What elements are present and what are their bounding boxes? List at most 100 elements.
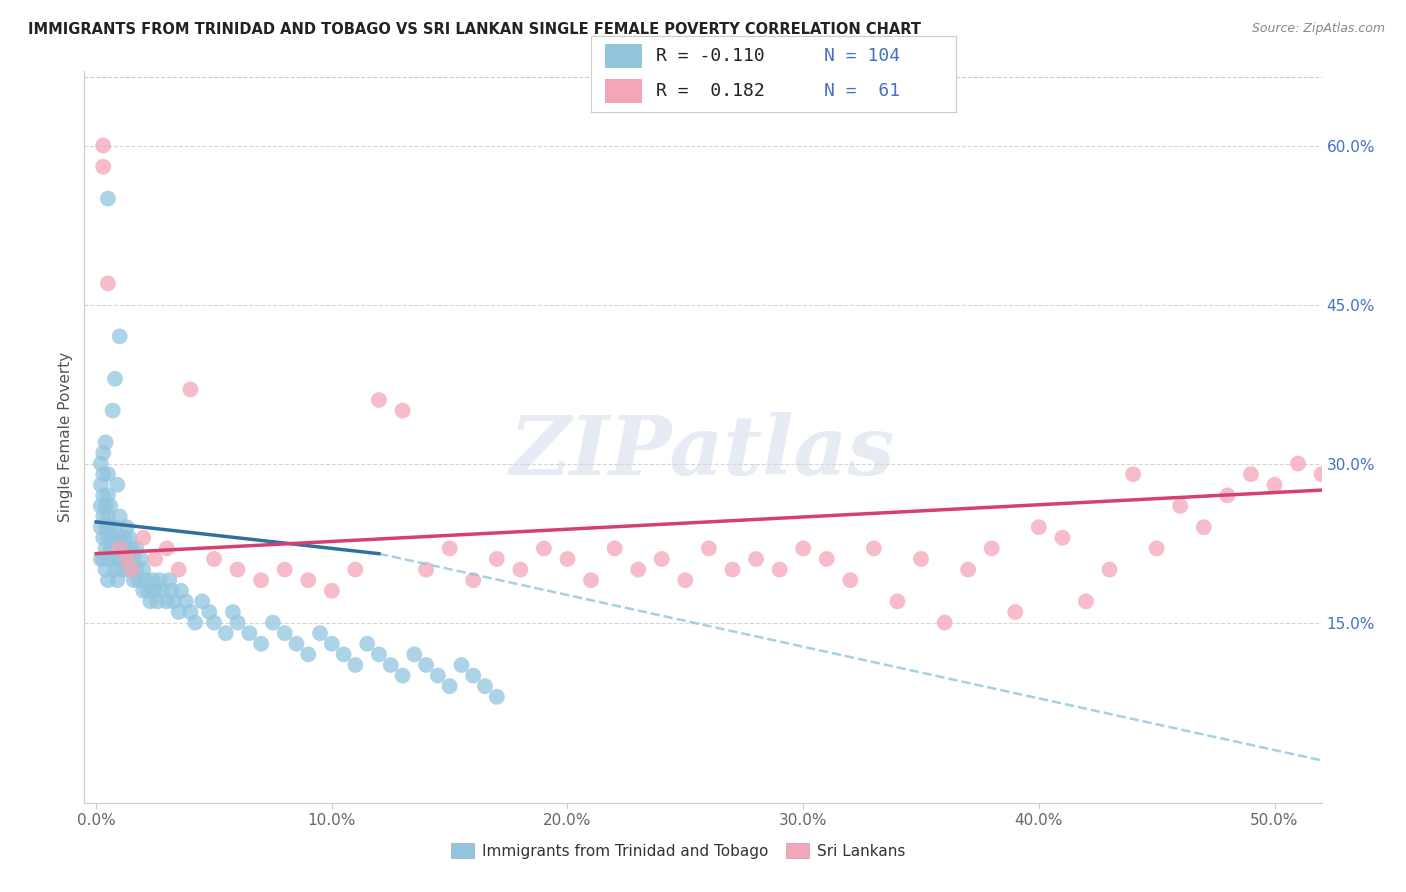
Point — [179, 383, 201, 397]
Point — [297, 573, 319, 587]
Point — [121, 563, 143, 577]
Point — [91, 488, 114, 502]
Point — [104, 563, 127, 577]
Point — [1310, 467, 1333, 482]
Point — [111, 563, 134, 577]
Point — [485, 690, 508, 704]
Point — [90, 552, 112, 566]
Point — [122, 573, 145, 587]
Point — [226, 563, 249, 577]
Point — [112, 531, 135, 545]
Point — [863, 541, 886, 556]
Point — [125, 541, 148, 556]
Point — [108, 329, 131, 343]
Point — [101, 403, 124, 417]
Point — [94, 563, 117, 577]
Point — [94, 435, 117, 450]
Point — [143, 583, 166, 598]
Point — [94, 520, 117, 534]
Point — [1240, 467, 1263, 482]
Point — [651, 552, 673, 566]
Point — [721, 563, 744, 577]
Point — [101, 552, 124, 566]
Point — [91, 160, 114, 174]
Point — [603, 541, 626, 556]
Point — [97, 509, 120, 524]
Point — [135, 573, 157, 587]
Point — [90, 477, 112, 491]
Point — [105, 552, 128, 566]
Point — [415, 563, 437, 577]
Point — [98, 499, 121, 513]
Point — [115, 541, 138, 556]
Point — [262, 615, 284, 630]
Point — [146, 594, 169, 608]
Point — [91, 509, 114, 524]
Point — [143, 552, 166, 566]
Text: IMMIGRANTS FROM TRINIDAD AND TOBAGO VS SRI LANKAN SINGLE FEMALE POVERTY CORRELAT: IMMIGRANTS FROM TRINIDAD AND TOBAGO VS S… — [28, 22, 921, 37]
Point — [697, 541, 720, 556]
Point — [356, 637, 378, 651]
Point — [150, 583, 173, 598]
Point — [557, 552, 579, 566]
Point — [321, 637, 343, 651]
Point — [91, 446, 114, 460]
Point — [97, 531, 120, 545]
Point — [673, 573, 696, 587]
Point — [156, 541, 179, 556]
Point — [509, 563, 531, 577]
Point — [179, 605, 201, 619]
Point — [1122, 467, 1144, 482]
Point — [115, 552, 138, 566]
Point — [1098, 563, 1121, 577]
Point — [128, 573, 150, 587]
Point — [160, 583, 183, 598]
Point — [215, 626, 238, 640]
Point — [368, 392, 391, 407]
Point — [792, 541, 814, 556]
Point — [910, 552, 932, 566]
Point — [485, 552, 508, 566]
Point — [167, 563, 190, 577]
Point — [98, 541, 121, 556]
Point — [768, 563, 790, 577]
Point — [332, 648, 354, 662]
Point — [839, 573, 862, 587]
Text: N =  61: N = 61 — [824, 82, 901, 100]
Point — [157, 573, 180, 587]
Point — [115, 520, 138, 534]
Point — [202, 615, 225, 630]
Point — [980, 541, 1002, 556]
Point — [104, 520, 127, 534]
Point — [1334, 499, 1357, 513]
Point — [426, 668, 449, 682]
Point — [139, 594, 162, 608]
Point — [309, 626, 332, 640]
Point — [404, 648, 426, 662]
Point — [1052, 531, 1074, 545]
Bar — [605, 78, 641, 103]
Text: Source: ZipAtlas.com: Source: ZipAtlas.com — [1251, 22, 1385, 36]
Point — [391, 403, 413, 417]
Legend: Immigrants from Trinidad and Tobago, Sri Lankans: Immigrants from Trinidad and Tobago, Sri… — [446, 837, 911, 864]
Point — [129, 552, 152, 566]
Point — [111, 541, 134, 556]
Point — [222, 605, 245, 619]
Point — [97, 277, 120, 291]
Point — [104, 541, 127, 556]
Point — [285, 637, 308, 651]
Point — [90, 457, 112, 471]
Point — [934, 615, 956, 630]
Text: R =  0.182: R = 0.182 — [657, 82, 765, 100]
Point — [132, 583, 155, 598]
Point — [474, 679, 496, 693]
Point — [1074, 594, 1097, 608]
Point — [344, 563, 367, 577]
Point — [97, 488, 120, 502]
Point — [1004, 605, 1026, 619]
Point — [391, 668, 413, 682]
Point — [94, 499, 117, 513]
Point — [97, 467, 120, 482]
Point — [97, 552, 120, 566]
Point — [1216, 488, 1239, 502]
